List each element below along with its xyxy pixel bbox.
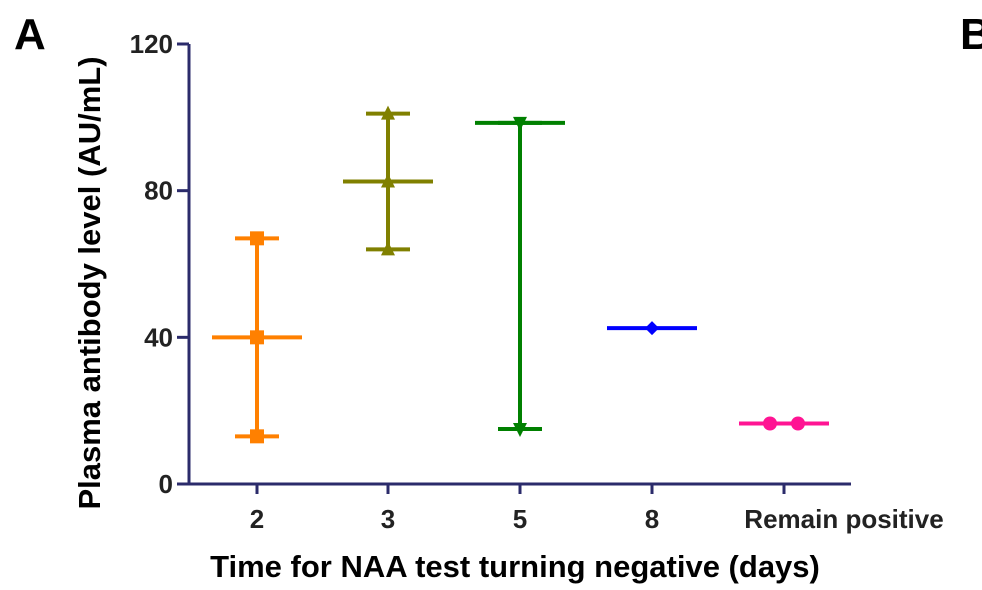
data-point [250, 231, 264, 246]
data-point [645, 321, 659, 336]
data-point [513, 116, 527, 131]
data-point [381, 105, 395, 120]
series-5 [475, 116, 565, 437]
x-tick-label: 3 [381, 504, 395, 534]
panel-label-b: B [960, 10, 982, 59]
data-point [250, 429, 264, 444]
y-tick-label: 0 [159, 469, 173, 499]
data-point [250, 330, 264, 345]
y-axis-title: Plasma antibody level (AU/mL) [72, 56, 107, 509]
data-point [763, 416, 777, 431]
y-tick-label: 120 [130, 29, 173, 59]
series-remain-positive [739, 416, 829, 431]
data-point [381, 173, 395, 188]
chart-marks [212, 105, 829, 444]
series-3 [343, 105, 433, 256]
y-tick-label: 80 [144, 176, 173, 206]
data-point [381, 241, 395, 256]
x-tick-label: Remain positive [744, 504, 943, 534]
x-axis-title: Time for NAA test turning negative (days… [210, 549, 820, 584]
series-8 [607, 321, 697, 336]
data-point [791, 416, 805, 431]
data-point [513, 423, 527, 437]
panel-label-a: A [14, 10, 46, 59]
x-tick-label: 2 [250, 504, 264, 534]
x-tick-label: 8 [645, 504, 659, 534]
x-tick-label: 5 [513, 504, 527, 534]
y-tick-label: 40 [144, 322, 173, 352]
series-2 [212, 231, 302, 444]
axes: 0 40 80 120 2 3 5 8 Remain positive [130, 29, 944, 534]
